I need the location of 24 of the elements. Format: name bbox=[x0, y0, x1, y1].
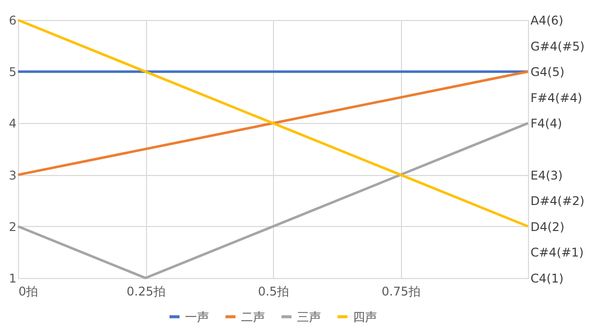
legend-label: 四声 bbox=[353, 310, 377, 324]
legend-label: 二声 bbox=[241, 310, 265, 324]
category-label: F#4(#4) bbox=[530, 90, 582, 105]
category-label: C4(1) bbox=[530, 272, 564, 286]
y-tick-label: 5 bbox=[8, 65, 16, 80]
category-label: D#4(#2) bbox=[530, 194, 584, 208]
legend-label: 一声 bbox=[185, 310, 209, 324]
category-label: C#4(#1) bbox=[530, 246, 584, 260]
x-tick-label: 0.75拍 bbox=[382, 284, 420, 298]
y-tick-label: 2 bbox=[8, 220, 16, 234]
y-tick-label: 4 bbox=[8, 116, 16, 131]
category-label: D4(2) bbox=[530, 220, 564, 234]
x-tick-label: 0.25拍 bbox=[126, 284, 166, 298]
x-tick-label: 0.5拍 bbox=[258, 284, 290, 298]
category-label: E4(3) bbox=[530, 168, 563, 182]
y-tick-label: 6 bbox=[8, 14, 16, 28]
category-label: G#4(#5) bbox=[530, 39, 585, 54]
category-label: F4(4) bbox=[530, 116, 562, 131]
category-label: A4(6) bbox=[530, 14, 564, 28]
legend-label: 三声 bbox=[297, 310, 321, 324]
category-label: G4(5) bbox=[530, 65, 564, 80]
y-tick-label: 3 bbox=[8, 168, 16, 182]
x-tick-label: 0拍 bbox=[18, 284, 38, 298]
y-tick-label: 1 bbox=[8, 272, 16, 286]
